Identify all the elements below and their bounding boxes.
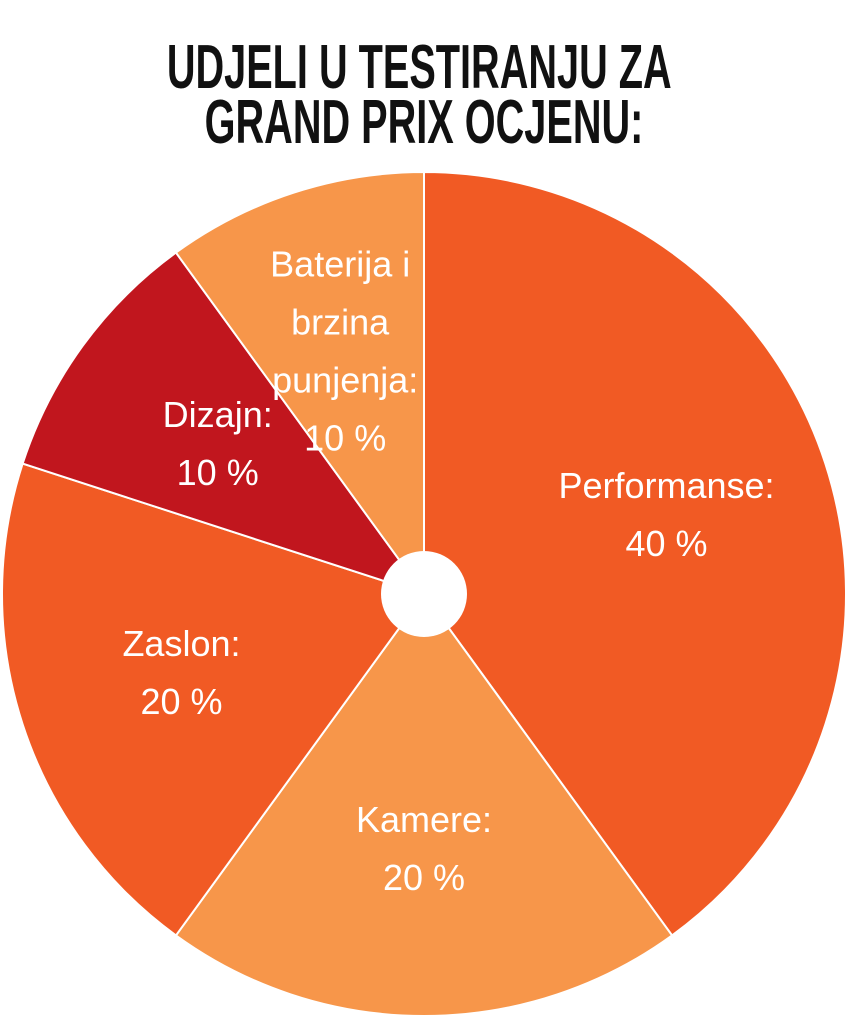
value-label: 40 % bbox=[625, 523, 707, 564]
slice-label: Zaslon: bbox=[122, 623, 240, 664]
slice-label: Kamere: bbox=[356, 799, 492, 840]
text-line: Dizajn: bbox=[163, 394, 273, 435]
title-group: UDJELI U TESTIRANJU ZA GRAND PRIX OCJENU… bbox=[165, 31, 683, 159]
text-line: Zaslon: bbox=[122, 623, 240, 664]
text-line: UDJELI U TESTIRANJU ZA bbox=[167, 33, 681, 102]
text-line: GRAND PRIX OCJENU: bbox=[205, 88, 644, 157]
text-line: Baterija i bbox=[270, 243, 420, 284]
pie-slice bbox=[423, 170, 847, 937]
text-line: punjenja: bbox=[272, 359, 418, 400]
pie-slice bbox=[174, 592, 674, 1017]
pie: Performanse: 40 % Kamere: 20 % Zaslon: 20 % Di… bbox=[1, 170, 847, 1017]
text-line: brzina bbox=[291, 301, 399, 342]
text-line: Kamere: bbox=[356, 799, 492, 840]
slice-label: Dizajn: bbox=[163, 394, 273, 435]
text-line: Performanse: bbox=[558, 465, 774, 506]
pie-slice bbox=[1, 462, 426, 937]
value-label: 10 % bbox=[177, 452, 259, 493]
value-label: 10 % bbox=[304, 417, 386, 458]
value-label: 20 % bbox=[140, 681, 222, 722]
slice-label: Performanse: bbox=[558, 465, 774, 506]
pie-slice bbox=[21, 251, 427, 596]
slice-label: Baterija i brzina punjenja: bbox=[270, 243, 420, 400]
pie-slice bbox=[174, 170, 425, 598]
center-hole bbox=[381, 551, 467, 637]
value-label: 20 % bbox=[383, 857, 465, 898]
chart-title: UDJELI U TESTIRANJU ZA GRAND PRIX OCJENU… bbox=[167, 33, 681, 157]
